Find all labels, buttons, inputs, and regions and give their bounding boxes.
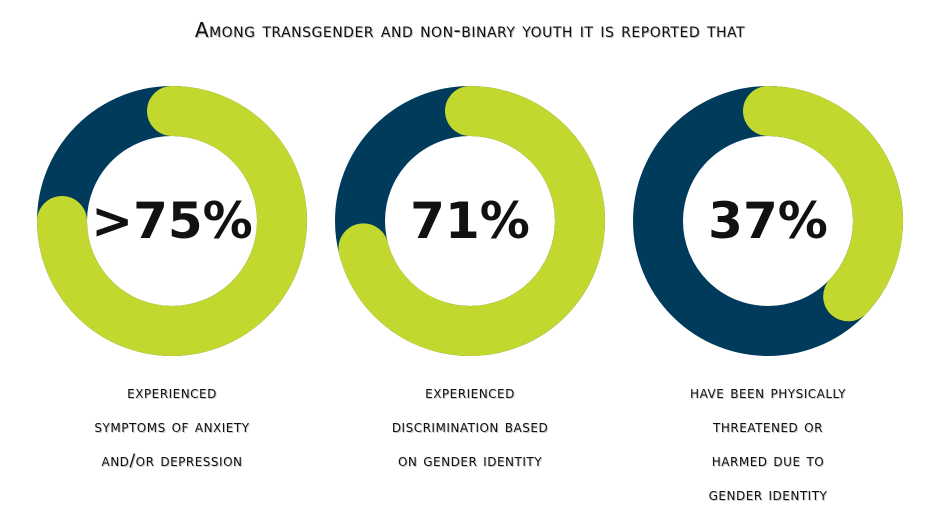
donut-svg: >75%	[37, 86, 307, 356]
donut-fill-arc	[743, 86, 903, 322]
caption-line: discrimination based	[391, 417, 549, 437]
donut-fill-arc	[338, 86, 605, 356]
caption-line: experienced	[127, 383, 217, 403]
percent-label: 37%	[708, 192, 828, 250]
donut-chart-discrimination: 71%	[335, 86, 605, 356]
donut-svg: 71%	[335, 86, 605, 356]
percent-label: >75%	[91, 192, 253, 250]
donut-svg: 37%	[633, 86, 903, 356]
donut-chart-threatened: 37%	[633, 86, 903, 356]
caption-discrimination: experienced discrimination based on gend…	[330, 376, 610, 478]
caption-line: symptoms of anxiety	[94, 417, 250, 437]
donut-fill-arc	[37, 86, 307, 356]
caption-threatened: have been physically threatened or harme…	[628, 376, 908, 512]
donut-chart-anxiety: >75%	[37, 86, 307, 356]
caption-line: harmed due to	[711, 451, 825, 471]
caption-line: threatened or	[713, 417, 823, 437]
caption-line: experienced	[425, 383, 515, 403]
caption-line: have been physically	[690, 383, 846, 403]
caption-line: on gender identity	[397, 451, 543, 471]
caption-line: and/or depression	[101, 451, 243, 471]
caption-line: gender identity	[708, 485, 828, 505]
page-title: Among transgender and non-binary youth i…	[194, 18, 746, 42]
caption-anxiety: experienced symptoms of anxiety and/or d…	[32, 376, 312, 478]
percent-label: 71%	[410, 192, 530, 250]
